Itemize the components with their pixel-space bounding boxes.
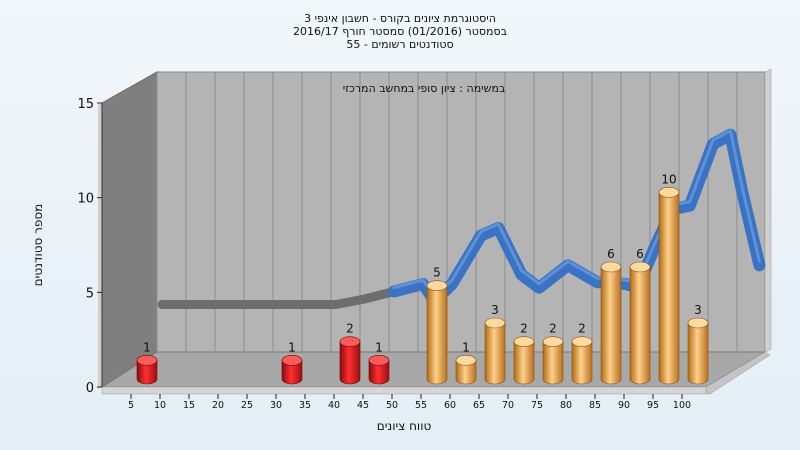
bar-top [658,187,680,198]
bar-body [571,341,593,385]
chart-title-line-2: בסמסטר (01/2016) סמסטר חורף 2016/17 [293,25,507,38]
bar-value-label: 1 [143,340,151,354]
bar-value-label: 6 [607,247,615,261]
bar [484,317,506,385]
x-tick-label: 45 [357,400,369,411]
trend-curve-highlight [392,129,761,299]
bar [339,336,361,385]
bar-top [513,336,535,347]
bar-top [339,336,361,347]
x-tick-label: 90 [618,400,630,411]
bar [368,355,390,385]
bar-value-label: 1 [288,340,296,354]
bar-body [281,360,303,385]
chart-annotation: במשימה : ציון סופי במחשב המרכזי [343,82,506,95]
bar [513,336,535,385]
x-tick-label: 75 [531,400,543,411]
bar [629,261,651,385]
bar-body [513,341,535,385]
bar-top [426,280,448,291]
chart-title-line-3: סטודנטים רשומים - 55 [346,38,454,51]
x-tick-label: 30 [270,400,282,411]
x-tick-label: 85 [589,400,601,411]
bar [426,280,448,385]
x-tick-label: 60 [444,400,456,411]
bar [600,261,622,385]
bar-body [136,360,158,385]
y-tick-label: 0 [86,381,94,396]
bar-top [629,261,651,273]
y-tick-label: 10 [77,192,94,207]
bar-body [658,192,680,385]
bar-value-label: 2 [578,322,586,336]
bar-value-label: 1 [462,340,470,354]
bar [542,336,564,385]
bar-body [687,322,709,385]
bar-value-label: 10 [661,172,676,186]
bar [136,355,158,385]
x-tick-label: 10 [154,400,166,411]
bar [281,355,303,385]
x-tick-label: 5 [128,400,134,411]
x-tick-label: 95 [647,400,659,411]
bar-body [339,341,361,385]
bar-value-label: 5 [433,266,441,280]
y-axis-label: מספר סטודנטים [31,204,45,287]
trend-curve-gray [157,287,399,309]
bar [687,317,709,385]
bar-top [542,336,564,347]
chart-back-wall-edge [764,68,772,353]
bar-value-label: 2 [520,322,528,336]
x-tick-label: 100 [673,400,691,411]
bar-top [600,261,622,273]
bar-value-label: 2 [549,322,557,336]
x-tick-label: 20 [212,400,224,411]
x-tick-label: 50 [386,400,398,411]
x-tick-label: 55 [415,400,427,411]
bar-value-label: 3 [491,303,499,317]
bar-value-label: 2 [346,322,354,336]
bar-top [136,355,158,366]
bar-body [368,360,390,385]
x-tick-label: 25 [241,400,253,411]
y-tick-label: 5 [86,286,94,301]
bar-body [629,266,651,385]
x-tick-label: 65 [473,400,485,411]
bar-body [484,322,506,385]
x-tick-label: 15 [183,400,195,411]
x-tick-label: 70 [502,400,514,411]
bar [658,187,680,385]
x-tick-label: 80 [560,400,572,411]
bar-value-label: 3 [694,303,702,317]
bar-top [687,317,709,329]
x-tick-label: 40 [328,400,340,411]
bar-body [542,341,564,385]
bar-top [484,317,506,329]
bar [571,336,593,385]
bar-top [571,336,593,347]
bar-value-label: 1 [375,340,383,354]
bar-top [281,355,303,366]
chart-title-line-1: היסטוגרמת ציונים בקורס - חשבון אינפי 3 [304,12,496,25]
bar-body [426,285,448,385]
y-tick-label: 15 [77,97,94,112]
chart-side-wall-edge [98,103,102,389]
chart-floor-edge [101,386,707,395]
bar-value-label: 6 [636,247,644,261]
bar-top [455,355,477,366]
x-tick-label: 35 [299,400,311,411]
chart-floor-side-edge [705,351,771,395]
bar-top [368,355,390,366]
bar [455,355,477,385]
x-axis-label: טווח ציונים [377,419,432,433]
bar-body [455,360,477,385]
bar-body [600,266,622,385]
